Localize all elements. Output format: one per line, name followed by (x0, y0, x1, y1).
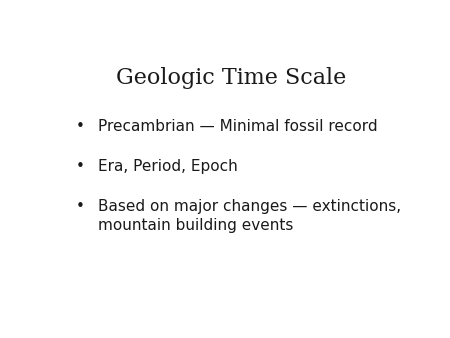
Text: •: • (76, 119, 85, 134)
Text: •: • (76, 159, 85, 174)
Text: Era, Period, Epoch: Era, Period, Epoch (98, 159, 238, 174)
Text: Precambrian — Minimal fossil record: Precambrian — Minimal fossil record (98, 119, 378, 134)
Text: Based on major changes — extinctions,
mountain building events: Based on major changes — extinctions, mo… (98, 199, 401, 233)
Text: Geologic Time Scale: Geologic Time Scale (116, 67, 346, 89)
Text: •: • (76, 199, 85, 214)
